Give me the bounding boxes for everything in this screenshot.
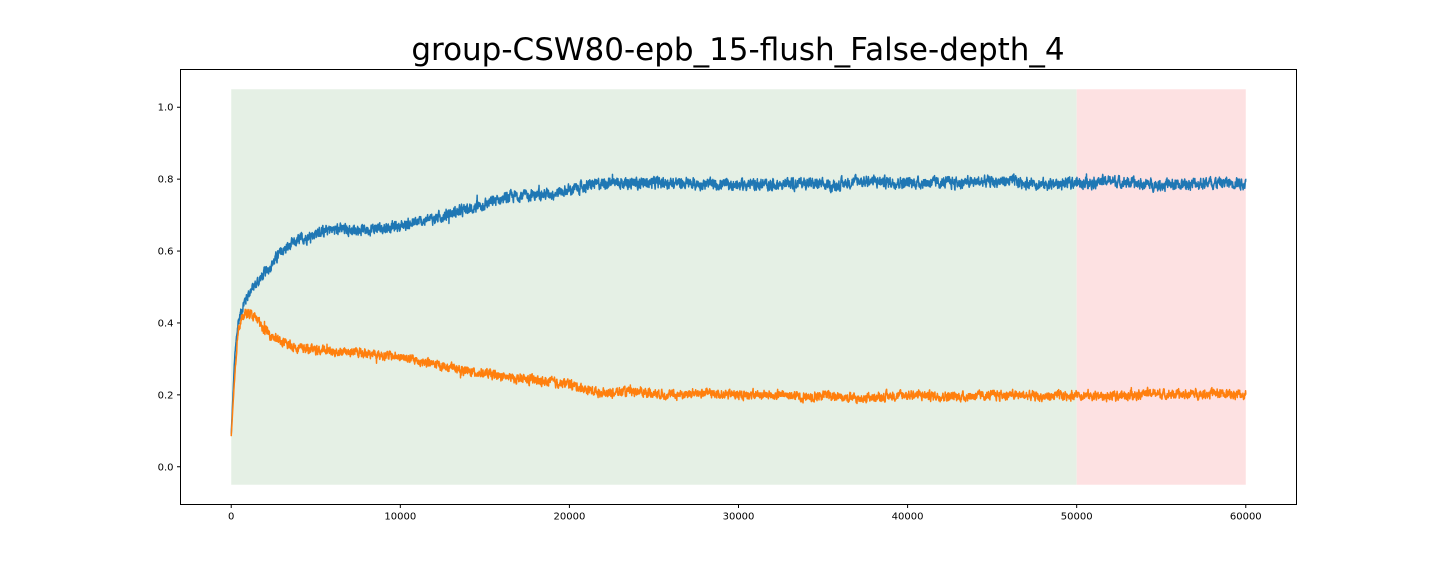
y-tick-label: 0.2 (158, 390, 174, 401)
y-tick-label: 0.4 (158, 318, 174, 329)
x-tick-label: 40000 (892, 512, 924, 523)
shaded-region-1 (231, 89, 1077, 485)
y-axis-ticks: 0.0 0.2 0.4 0.6 0.8 1.0 (158, 103, 181, 473)
shaded-region-2 (1076, 89, 1246, 485)
series-line-1 (230, 173, 1247, 435)
x-axis-ticks: 0 10000 20000 30000 40000 50000 60000 (228, 504, 1262, 523)
y-tick-label: 0.6 (158, 247, 174, 258)
x-tick-label: 0 (228, 512, 234, 523)
chart-title: group-CSW80-epb_15-flush_False-depth_4 (411, 32, 1065, 68)
series-line-2 (230, 308, 1247, 437)
x-tick-label: 60000 (1230, 512, 1262, 523)
y-tick-label: 0.0 (158, 462, 174, 473)
x-tick-label: 50000 (1061, 512, 1093, 523)
x-tick-label: 20000 (554, 512, 586, 523)
x-tick-label: 10000 (384, 512, 416, 523)
x-tick-label: 30000 (723, 512, 755, 523)
y-tick-label: 0.8 (158, 175, 174, 186)
series-lines (230, 173, 1247, 437)
y-tick-label: 1.0 (158, 103, 174, 114)
shaded-regions (231, 89, 1246, 485)
